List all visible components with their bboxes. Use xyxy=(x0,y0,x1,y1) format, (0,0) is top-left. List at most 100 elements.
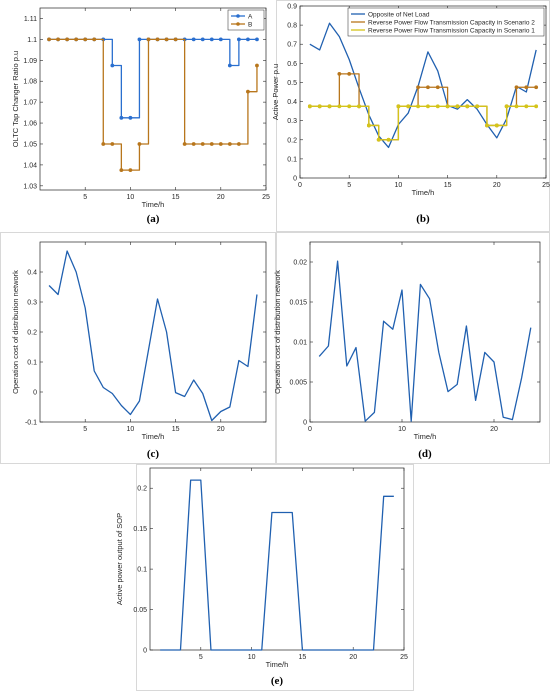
data-point xyxy=(246,89,250,94)
data-point xyxy=(146,37,151,42)
x-axis-label: Time/h xyxy=(266,660,289,669)
plot-area xyxy=(39,7,267,191)
data-point xyxy=(357,104,361,109)
y-tick-label: 0.3 xyxy=(287,118,297,125)
data-point xyxy=(376,137,381,142)
y-tick-label: 0.05 xyxy=(133,607,147,614)
y-tick-label: 0.3 xyxy=(27,300,37,307)
x-tick-label: 5 xyxy=(83,194,87,201)
data-point xyxy=(101,142,106,146)
data-point xyxy=(191,142,196,146)
y-tick-label: 0.1 xyxy=(27,360,37,367)
legend-label: Reverse Power Flow Transmission Capacity… xyxy=(368,19,535,26)
legend-marker xyxy=(236,22,240,26)
y-tick-label: 1.05 xyxy=(23,141,37,148)
y-tick-label: 1.04 xyxy=(23,162,37,169)
data-point xyxy=(227,142,232,146)
data-point xyxy=(155,37,160,42)
panel-label: (b) xyxy=(416,213,430,225)
data-point xyxy=(255,37,259,42)
data-point xyxy=(137,37,142,42)
legend-label: Reverse Power Flow Transmission Capacity… xyxy=(368,27,535,34)
data-point xyxy=(56,37,60,42)
data-point xyxy=(337,71,342,76)
data-point xyxy=(255,63,259,68)
y-tick-label: 0.5 xyxy=(287,80,297,87)
data-point xyxy=(182,142,187,146)
data-point xyxy=(74,37,79,42)
legend-label: Opposite of Net Load xyxy=(368,11,430,18)
series-line xyxy=(160,479,394,651)
y-tick-label: 0.15 xyxy=(133,526,147,533)
y-tick-label: 1.09 xyxy=(23,58,37,65)
legend-label: B xyxy=(248,21,252,28)
series-line xyxy=(318,260,532,422)
chart-panel-5: 5 10 15 20 25 0 0.05 0.1 0.15 0.2 Time/h Active pow… xyxy=(115,464,414,691)
data-point xyxy=(524,104,529,109)
data-point xyxy=(137,142,142,146)
y-tick-label: 1.07 xyxy=(23,100,37,107)
data-point xyxy=(396,104,401,109)
data-point xyxy=(110,142,115,146)
legend-label: A xyxy=(248,13,253,20)
x-axis-label: Time/h xyxy=(414,432,437,441)
x-tick-label: 10 xyxy=(398,426,406,433)
x-tick-label: 25 xyxy=(542,182,550,189)
y-tick-label: 0.1 xyxy=(287,156,297,163)
y-tick-label: 0.4 xyxy=(27,270,37,277)
panel-label: (a) xyxy=(147,213,160,225)
series-line xyxy=(48,250,258,422)
data-point xyxy=(534,104,539,109)
x-axis-label: Time/h xyxy=(412,188,435,197)
y-tick-label: 0.01 xyxy=(293,340,307,347)
x-tick-label: 15 xyxy=(299,654,307,661)
panel-label: (c) xyxy=(147,448,160,460)
data-point xyxy=(416,104,420,109)
data-point xyxy=(218,37,223,42)
plot-area xyxy=(149,467,405,651)
x-tick-label: 10 xyxy=(127,194,135,201)
y-tick-label: 0.2 xyxy=(287,137,297,144)
data-point xyxy=(307,104,312,109)
data-point xyxy=(83,37,88,42)
y-tick-label: 1.11 xyxy=(24,16,37,23)
x-tick-label: 20 xyxy=(490,426,498,433)
data-point xyxy=(119,168,124,173)
data-point xyxy=(200,37,205,42)
data-point xyxy=(435,85,440,90)
data-point xyxy=(317,104,322,109)
data-point xyxy=(366,123,371,128)
x-tick-label: 10 xyxy=(248,654,256,661)
x-tick-label: 25 xyxy=(400,654,408,661)
data-point xyxy=(435,104,440,109)
y-tick-label: 0.015 xyxy=(289,300,307,307)
x-tick-label: 15 xyxy=(172,194,180,201)
x-tick-label: 0 xyxy=(308,426,312,433)
data-point xyxy=(524,85,529,90)
chart-panel-1: 5 10 15 20 25 1.03 1.04 1.05 1.06 1.07 1.08 1.09 1.1… xyxy=(11,7,270,225)
y-tick-label: 0.2 xyxy=(137,486,147,493)
x-tick-label: 15 xyxy=(172,426,180,433)
data-point xyxy=(218,142,223,146)
data-point xyxy=(191,37,196,42)
x-tick-label: 5 xyxy=(199,654,203,661)
data-point xyxy=(485,123,489,128)
y-tick-label: 0.2 xyxy=(27,330,37,337)
y-tick-label: 1.08 xyxy=(23,79,37,86)
y-axis-label: OLTC Tap Changer Ratio p.u xyxy=(11,51,20,147)
y-tick-label: -0.1 xyxy=(25,420,37,427)
chart-panel-4: 0 10 20 0 0.005 0.01 0.015 0.02 Time/h Operation … xyxy=(273,232,550,464)
data-point xyxy=(236,142,241,146)
y-axis-label: Operation cost of distribution network xyxy=(11,270,20,394)
data-point xyxy=(426,85,430,90)
x-tick-label: 5 xyxy=(83,426,87,433)
data-point xyxy=(327,104,332,109)
data-point xyxy=(465,104,470,109)
data-point xyxy=(209,142,214,146)
panel-label: (e) xyxy=(271,675,284,687)
data-point xyxy=(504,104,509,109)
data-point xyxy=(347,104,352,109)
data-point xyxy=(65,37,70,42)
